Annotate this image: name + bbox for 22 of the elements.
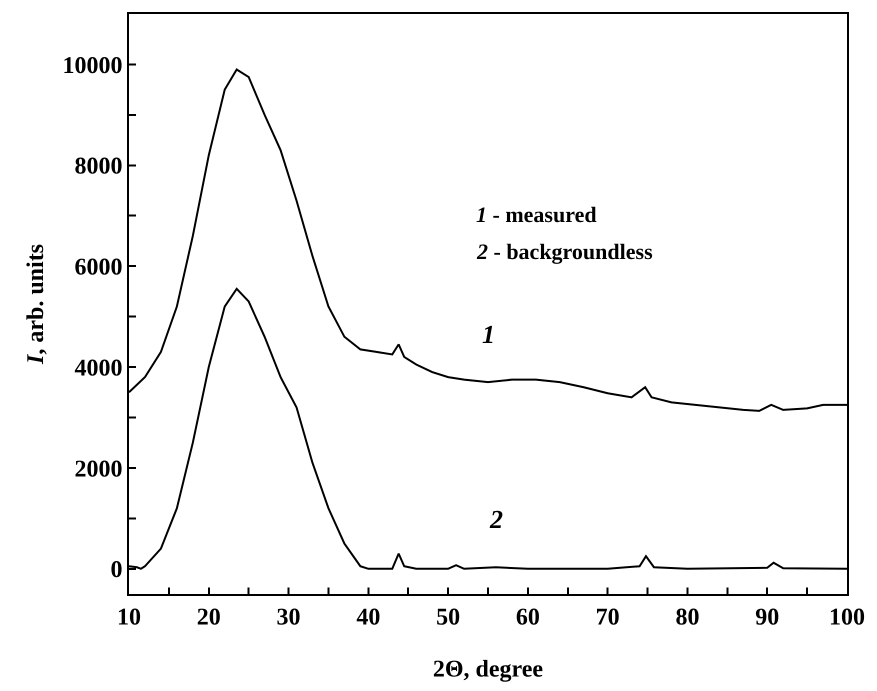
x-tick-label: 20 (196, 604, 221, 631)
y-tick-label: 0 (110, 557, 122, 584)
x-tick-label: 90 (755, 604, 780, 631)
x-tick-label: 40 (356, 604, 380, 631)
x-tick-label: 100 (829, 604, 865, 631)
y-tick-label: 4000 (74, 355, 122, 382)
x-tick-label: 80 (675, 604, 700, 631)
series-label: 1 (482, 320, 495, 349)
series-label: 2 (489, 505, 503, 534)
x-tick-label: 60 (516, 604, 540, 631)
y-axis-title: I, arb. units (23, 244, 50, 366)
x-tick-label: 70 (596, 604, 620, 631)
x-axis-title: 2Θ, degree (432, 656, 544, 682)
y-tick-label: 8000 (74, 154, 122, 180)
y-tick-label: 10000 (62, 52, 122, 79)
y-tick-label: 6000 (74, 254, 122, 281)
x-tick-label: 50 (436, 604, 460, 631)
y-tick-label: 2000 (74, 456, 122, 482)
annotation: 1 - measured (476, 202, 597, 227)
x-tick-label: 30 (276, 604, 301, 631)
x-tick-label: 10 (117, 604, 141, 631)
annotation: 2 - backgroundless (476, 239, 654, 264)
